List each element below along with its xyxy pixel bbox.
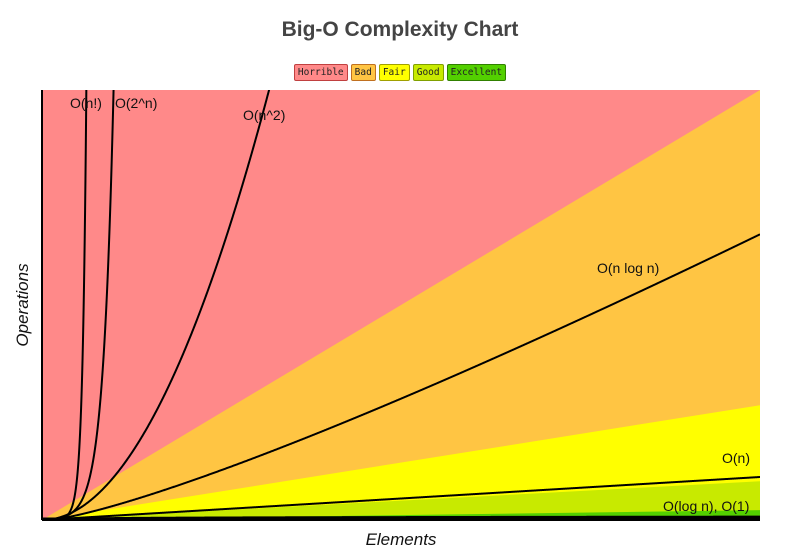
series-line-2	[42, 90, 271, 520]
series-line-4	[42, 476, 760, 520]
series-label: O(log n), O(1)	[663, 498, 749, 514]
legend-item-excellent: Excellent	[446, 64, 507, 81]
series-label: O(n log n)	[597, 260, 659, 276]
legend-item-good: Good	[412, 64, 444, 81]
x-axis-label: Elements	[366, 530, 437, 549]
legend-item-bad: Bad	[350, 64, 376, 81]
legend-item-horrible: Horrible	[293, 64, 348, 81]
region-bad	[42, 90, 760, 520]
y-axis-label: Operations	[13, 263, 32, 347]
series-label: O(n)	[722, 450, 750, 466]
series-line-3	[42, 233, 760, 520]
legend-item-fair: Fair	[378, 64, 410, 81]
series-label: O(2^n)	[115, 95, 157, 111]
series-label: O(n!)	[70, 95, 102, 111]
series-label: O(n^2)	[243, 107, 285, 123]
chart-title: Big-O Complexity Chart	[281, 18, 519, 41]
legend: Horrible Bad Fair Good Excellent	[0, 64, 800, 81]
region-good	[42, 481, 760, 520]
